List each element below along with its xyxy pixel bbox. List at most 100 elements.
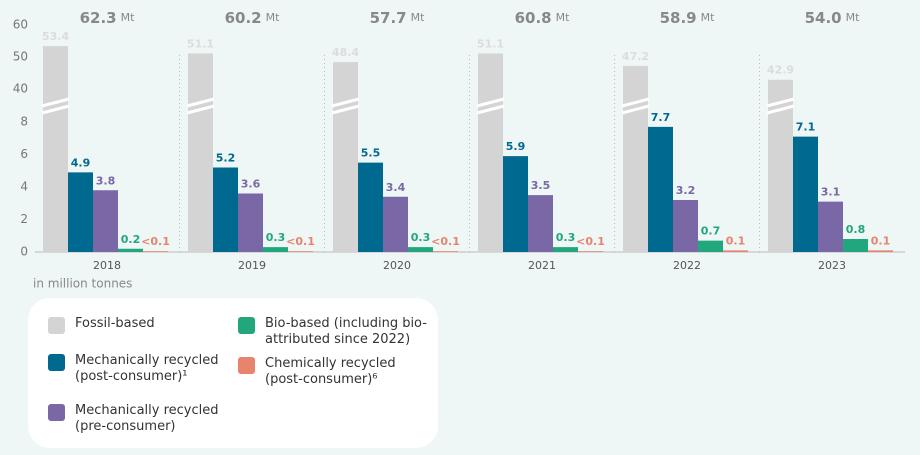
bar (648, 126, 673, 252)
value-label: 47.2 (622, 50, 649, 63)
value-label: 51.1 (187, 37, 214, 50)
bar (868, 250, 893, 252)
bar (843, 239, 868, 252)
value-label: 0.3 (266, 231, 286, 244)
total-unit: Mt (846, 11, 860, 24)
total-value: 60.8 (515, 9, 552, 27)
value-label: <0.1 (286, 235, 315, 248)
total-value: 57.7 (370, 9, 407, 27)
legend-label: Mechanically recycled (post-consumer)¹ (75, 353, 219, 384)
value-label: 3.5 (531, 179, 551, 192)
value-label: 5.2 (216, 152, 236, 165)
total-unit: Mt (266, 11, 280, 24)
value-label: 0.7 (701, 225, 721, 238)
bar (408, 247, 433, 252)
legend-swatch (238, 317, 255, 334)
bar (723, 250, 748, 252)
value-label: 0.8 (846, 223, 866, 236)
total-value: 62.3 (80, 9, 117, 27)
value-label: 3.2 (676, 184, 696, 197)
bar (143, 251, 168, 252)
total-label: 60.2 Mt (225, 9, 281, 27)
y-tick-label: 50 (13, 50, 28, 64)
bar (238, 193, 263, 252)
value-label: 5.5 (361, 147, 381, 160)
legend-label: Mechanically recycled (pre-consumer) (75, 403, 219, 434)
value-label: 42.9 (767, 64, 794, 77)
bar (383, 196, 408, 252)
total-label: 60.8 Mt (515, 9, 571, 27)
value-label: 5.9 (506, 140, 526, 153)
total-unit: Mt (411, 11, 425, 24)
axis-break-mark (621, 97, 650, 115)
axis-break-mark (331, 97, 360, 115)
legend-swatch (238, 357, 255, 374)
legend-item: Mechanically recycled (pre-consumer) (48, 403, 230, 435)
x-tick-label: 2021 (528, 259, 556, 272)
total-label: 58.9 Mt (660, 9, 716, 27)
value-label: 0.1 (871, 234, 891, 247)
bar (288, 251, 313, 252)
legend: Fossil-based Mechanically recycled (post-… (28, 298, 438, 448)
bar (578, 251, 603, 252)
y-unit-label: in million tonnes (33, 277, 132, 291)
total-value: 60.2 (225, 9, 262, 27)
bar (433, 251, 458, 252)
legend-label: Fossil-based (75, 316, 155, 331)
x-tick-label: 2019 (238, 259, 266, 272)
total-value: 54.0 (805, 9, 842, 27)
bar (623, 65, 648, 253)
value-label: <0.1 (576, 235, 605, 248)
legend-item: Mechanically recycled (post-consumer)¹ (48, 353, 230, 385)
y-tick-label: 40 (13, 82, 28, 96)
value-label: <0.1 (141, 235, 170, 248)
chart: 0 2 4 6 8 40 50 60 in million tonnes 2018 62.3 Mt 53… (13, 9, 905, 291)
legend-item: Chemically recycled (post-consumer)⁶ (238, 356, 420, 388)
y-tick-label: 0 (20, 245, 28, 259)
value-label: 3.1 (821, 186, 841, 199)
y-tick-label: 2 (20, 212, 28, 226)
y-tick-label: 60 (13, 18, 28, 32)
value-label: 53.4 (42, 30, 69, 43)
value-label: <0.1 (431, 235, 460, 248)
bar (333, 62, 358, 253)
x-tick-label: 2023 (818, 259, 846, 272)
value-label: 0.1 (726, 234, 746, 247)
x-tick-label: 2020 (383, 259, 411, 272)
value-label: 48.4 (332, 46, 359, 59)
bar (213, 167, 238, 252)
axis-break-mark (476, 97, 505, 115)
legend-item: Fossil-based (48, 316, 230, 334)
value-label: 0.2 (121, 233, 141, 246)
bar (503, 156, 528, 252)
y-tick-label: 4 (20, 180, 28, 194)
x-tick-label: 2022 (673, 259, 701, 272)
value-label: 3.4 (386, 181, 406, 194)
bar (478, 53, 503, 253)
x-tick-label: 2018 (93, 259, 121, 272)
bar (698, 240, 723, 252)
bar (818, 201, 843, 252)
value-label: 0.3 (411, 231, 431, 244)
legend-item: Bio-based (including bio-attributed sinc… (238, 316, 435, 348)
total-label: 57.7 Mt (370, 9, 426, 27)
bar (118, 248, 143, 252)
bar (43, 46, 68, 253)
legend-label: Chemically recycled (post-consumer)⁶ (265, 356, 396, 387)
value-label: 3.6 (241, 178, 261, 191)
bar (68, 172, 93, 252)
axis-break-mark (186, 97, 215, 115)
value-label: 51.1 (477, 37, 504, 50)
y-tick-label: 6 (20, 147, 28, 161)
bar (93, 190, 118, 252)
legend-swatch (48, 404, 65, 421)
bar (358, 162, 383, 252)
legend-swatch (48, 354, 65, 371)
legend-swatch (48, 317, 65, 334)
axis-break-mark (41, 97, 70, 115)
axis-break-mark (766, 97, 795, 115)
value-label: 3.8 (96, 174, 116, 187)
total-unit: Mt (556, 11, 570, 24)
total-unit: Mt (121, 11, 135, 24)
